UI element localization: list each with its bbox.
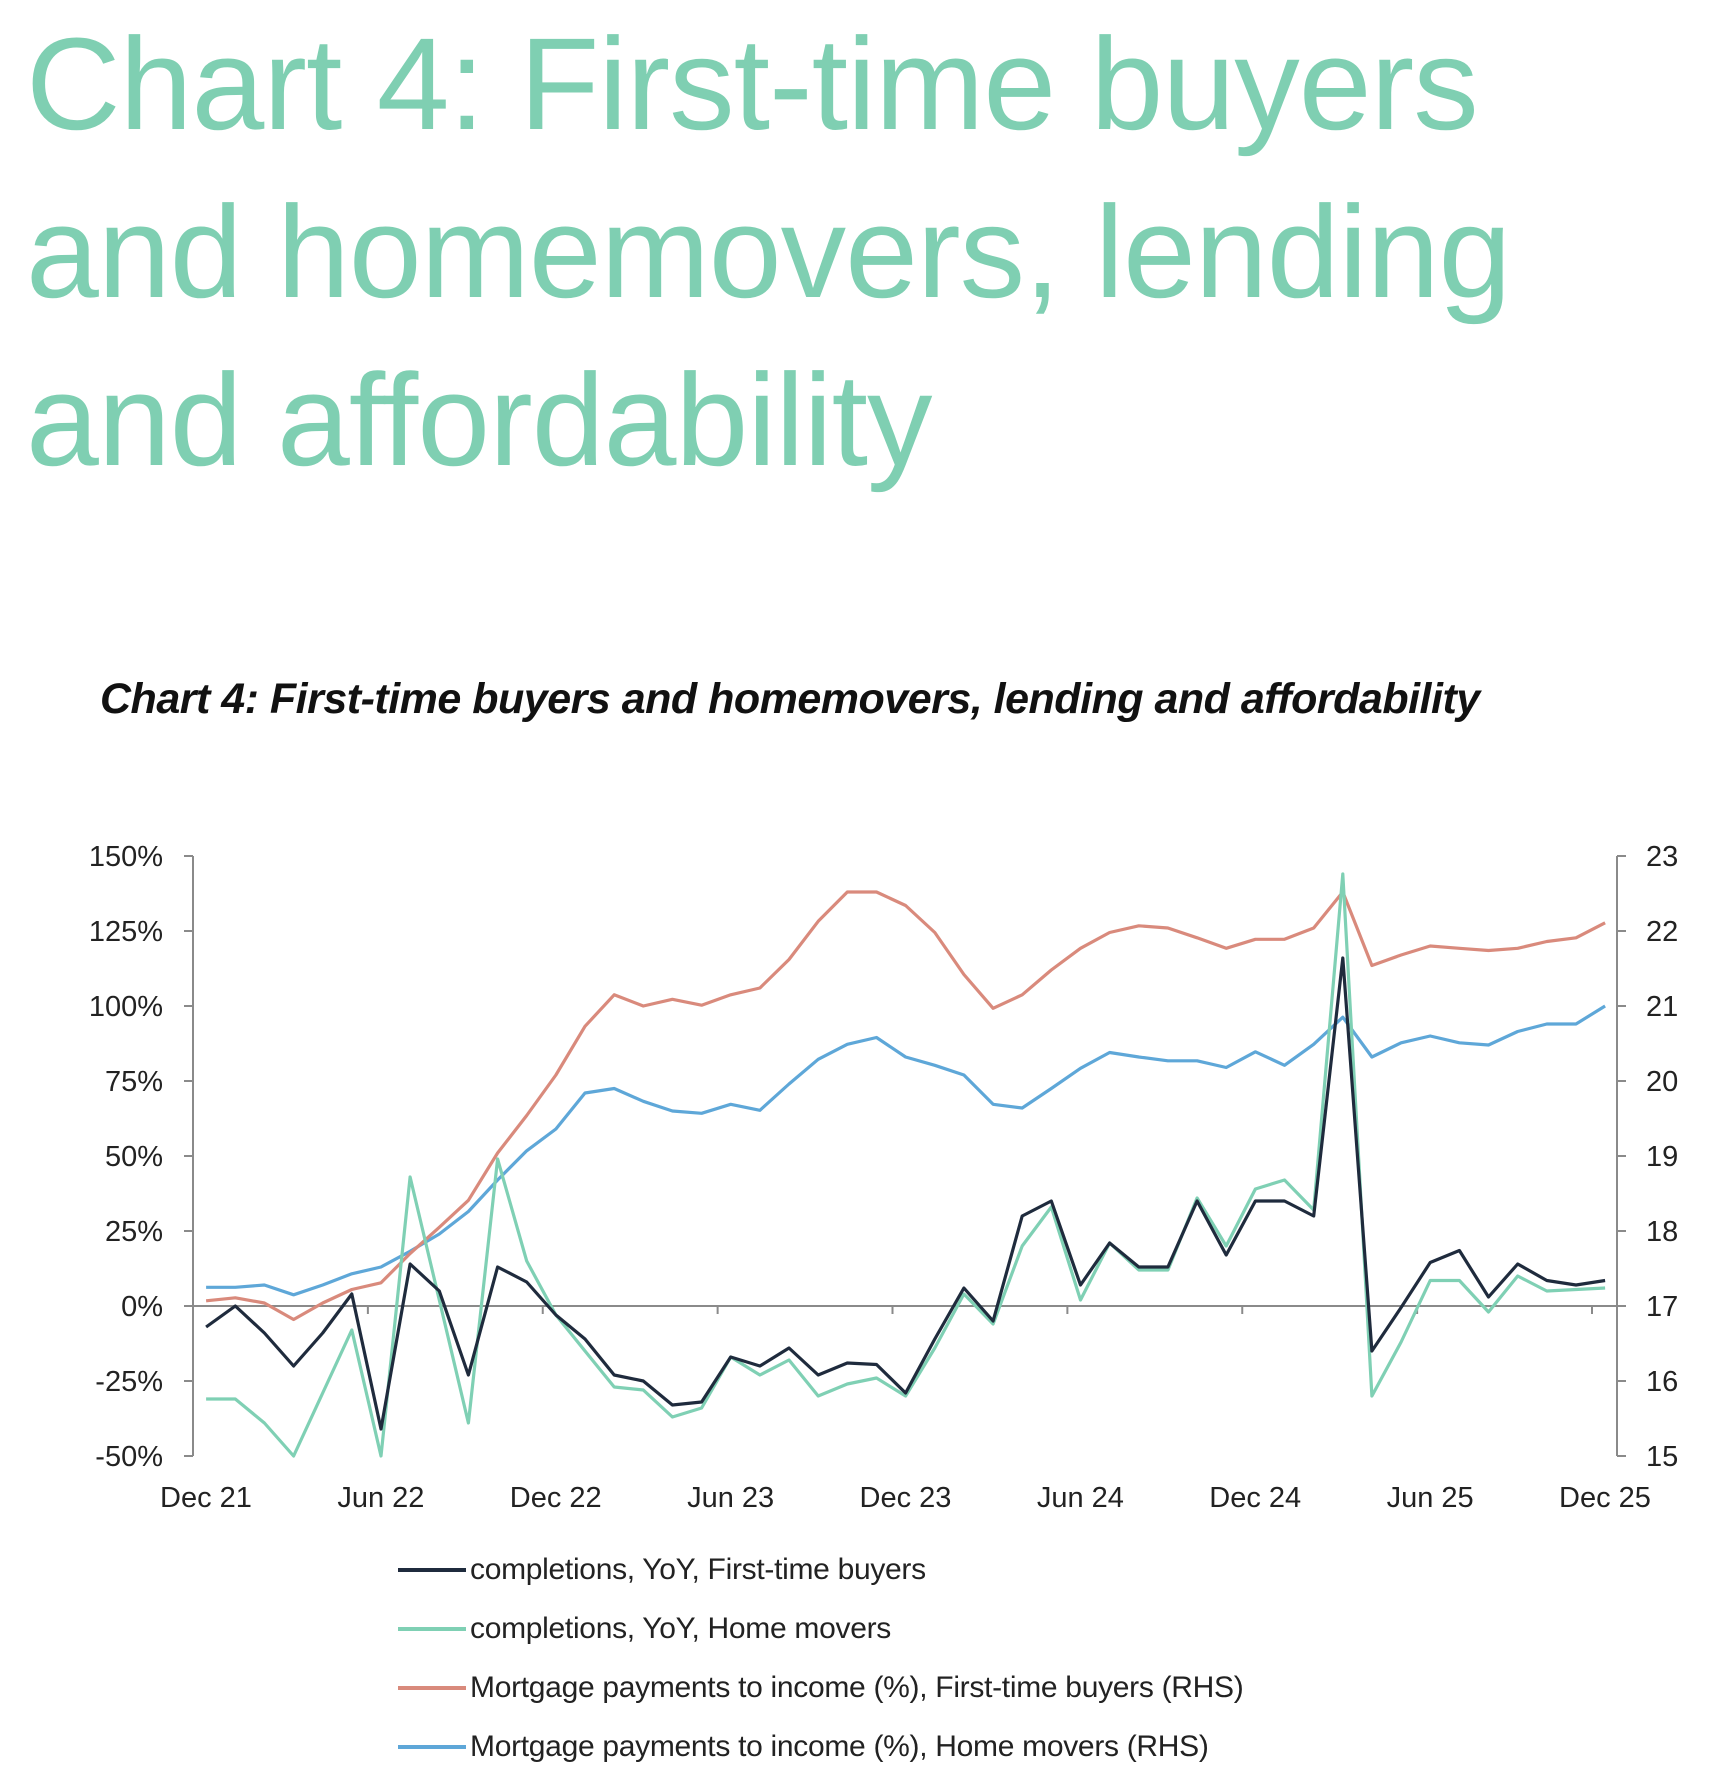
right-tick-label: 16 bbox=[1646, 1366, 1678, 1398]
legend-swatch bbox=[398, 1744, 466, 1749]
chart-title: Chart 4: First-time buyers and homemover… bbox=[100, 675, 1480, 723]
x-tick-label: Jun 23 bbox=[687, 1482, 774, 1514]
tick-labels: 150% 125% 100% 75% 50% 25% 0% -25% -50% 23 22 21 20 1… bbox=[89, 841, 1678, 1514]
legend-item: Mortgage payments to income (%), Home mo… bbox=[398, 1717, 1243, 1776]
right-tick-label: 22 bbox=[1646, 916, 1678, 948]
legend-swatch bbox=[398, 1626, 466, 1631]
right-tick-label: 21 bbox=[1646, 991, 1678, 1023]
series-line-2 bbox=[206, 872, 1606, 1458]
legend-label: Mortgage payments to income (%), First-t… bbox=[470, 1670, 1244, 1704]
legend-swatch bbox=[398, 1567, 466, 1572]
right-tick-label: 17 bbox=[1646, 1291, 1678, 1323]
x-tick-label: Dec 21 bbox=[160, 1482, 252, 1514]
x-tick-label: Dec 24 bbox=[1209, 1482, 1301, 1514]
legend: completions, YoY, First-time buyers comp… bbox=[398, 1540, 1244, 1776]
legend-label: Mortgage payments to income (%), Home mo… bbox=[470, 1729, 1209, 1763]
left-tick-label: 125% bbox=[89, 916, 163, 948]
left-tick-label: 150% bbox=[89, 841, 163, 873]
x-tick-label: Jun 24 bbox=[1037, 1482, 1124, 1514]
left-tick-label: -25% bbox=[95, 1366, 163, 1398]
legend-item: Mortgage payments to income (%), First-t… bbox=[398, 1658, 1244, 1717]
series-line-4 bbox=[206, 1004, 1606, 1297]
left-tick-label: 50% bbox=[105, 1141, 163, 1173]
legend-item: completions, YoY, First-time buyers bbox=[398, 1540, 1243, 1599]
left-tick-label: 75% bbox=[105, 1066, 163, 1098]
legend-swatch bbox=[398, 1685, 466, 1690]
x-tick-label: Jun 25 bbox=[1387, 1482, 1474, 1514]
legend-item: completions, YoY, Home movers bbox=[398, 1599, 1243, 1658]
right-tick-label: 23 bbox=[1646, 841, 1678, 873]
legend-label: completions, YoY, Home movers bbox=[470, 1611, 891, 1645]
right-tick-label: 19 bbox=[1646, 1141, 1678, 1173]
left-tick-label: 0% bbox=[121, 1291, 163, 1323]
left-tick-label: 100% bbox=[89, 991, 163, 1023]
page-heading: Chart 4: First-time buyers and homemover… bbox=[26, 10, 1511, 493]
series-lines bbox=[205, 872, 1606, 1458]
right-tick-label: 20 bbox=[1646, 1066, 1678, 1098]
axes bbox=[184, 855, 1626, 1457]
series-line-1 bbox=[205, 956, 1606, 1431]
x-tick-label: Dec 22 bbox=[510, 1482, 602, 1514]
left-tick-label: -50% bbox=[95, 1441, 163, 1473]
x-tick-label: Dec 25 bbox=[1559, 1482, 1651, 1514]
x-tick-label: Dec 23 bbox=[860, 1482, 952, 1514]
series-line-3 bbox=[205, 890, 1606, 1322]
right-tick-label: 15 bbox=[1646, 1441, 1678, 1473]
right-tick-label: 18 bbox=[1646, 1216, 1678, 1248]
legend-label: completions, YoY, First-time buyers bbox=[470, 1552, 926, 1586]
left-tick-label: 25% bbox=[105, 1216, 163, 1248]
x-tick-label: Jun 22 bbox=[337, 1482, 424, 1514]
